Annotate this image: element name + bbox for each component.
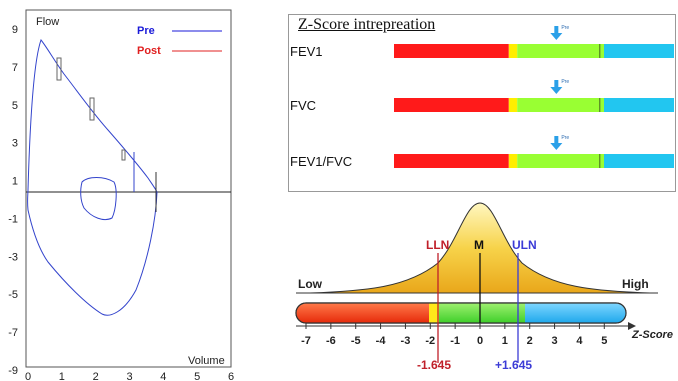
zscore-tick-label: 0 bbox=[477, 335, 483, 347]
zscore-marker-arrow: Pre bbox=[550, 25, 569, 40]
zscore-band-red bbox=[394, 98, 509, 112]
y-tick-label: 1 bbox=[12, 176, 18, 188]
flow-volume-frame bbox=[25, 9, 232, 368]
zscore-bars: FEV1 Pre FVC Pre FEV1/FVC Pre bbox=[290, 25, 674, 169]
x-tick-label: 5 bbox=[194, 371, 200, 381]
zscore-marker-arrow: Pre bbox=[550, 79, 569, 94]
zscore-range-blue bbox=[525, 303, 626, 323]
zscore-row: FEV1/FVC Pre bbox=[290, 135, 674, 169]
y-tick-label: 7 bbox=[12, 62, 18, 74]
bell-curve bbox=[309, 202, 651, 294]
zscore-tick-label: 5 bbox=[601, 335, 607, 347]
zscore-row-label: FVC bbox=[290, 98, 316, 113]
zscore-tick-label: -7 bbox=[301, 335, 311, 347]
y-tick-label: -7 bbox=[8, 327, 18, 339]
zscore-band-red bbox=[394, 154, 509, 168]
zscore-axis-arrow bbox=[628, 322, 636, 330]
lln-value: -1.645 bbox=[417, 358, 451, 372]
reference-box-2 bbox=[89, 97, 95, 121]
mean-label: M bbox=[474, 238, 484, 252]
low-label: Low bbox=[298, 277, 323, 291]
legend-pre-label: Pre bbox=[137, 25, 155, 37]
y-tick-label: 9 bbox=[12, 24, 18, 36]
zscore-marker-arrow: Pre bbox=[550, 135, 569, 150]
zscore-title: Z-Score intrepreation bbox=[298, 16, 436, 33]
zscore-range-bar-border bbox=[295, 302, 627, 324]
y-tick-label: 5 bbox=[12, 100, 18, 112]
zscore-band-green bbox=[517, 98, 604, 112]
tidal-loop bbox=[80, 177, 117, 221]
zscore-row: FEV1 Pre bbox=[290, 25, 674, 59]
bell-curve-diagram: Low High Z-Score -7 -6 -5 -4 -3 -2 -1 0 1 2 3 4 5 LL… bbox=[295, 202, 673, 372]
y-axis-label: Flow bbox=[36, 16, 59, 28]
zscore-band-green bbox=[517, 44, 604, 58]
y-tick-label: 3 bbox=[12, 138, 18, 150]
zscore-tick-label: 1 bbox=[502, 335, 508, 347]
reference-box-1 bbox=[56, 57, 62, 81]
y-tick-label: -1 bbox=[8, 213, 18, 225]
zscore-band-blue bbox=[604, 44, 674, 58]
x-tick-label: 4 bbox=[160, 371, 166, 381]
zscore-row-label: FEV1 bbox=[290, 44, 323, 59]
zscore-band-green bbox=[517, 154, 604, 168]
x-tick-label: 3 bbox=[126, 371, 132, 381]
x-tick-label: 2 bbox=[93, 371, 99, 381]
uln-label: ULN bbox=[512, 238, 537, 252]
zscore-tick-label: -6 bbox=[326, 335, 336, 347]
zscore-range-red bbox=[296, 303, 429, 323]
x-tick-label: 6 bbox=[228, 371, 234, 381]
zscore-marker-label: Pre bbox=[561, 25, 569, 31]
zscore-marker-label: Pre bbox=[561, 79, 569, 85]
y-tick-label: -9 bbox=[8, 365, 18, 377]
x-tick-label: 1 bbox=[59, 371, 65, 381]
zscore-range-green bbox=[439, 303, 525, 323]
uln-value: +1.645 bbox=[495, 358, 532, 372]
zscore-row-label: FEV1/FVC bbox=[290, 154, 352, 169]
zscore-band-blue bbox=[604, 154, 674, 168]
zscore-tick-label: -1 bbox=[450, 335, 460, 347]
zscore-tick-label: -5 bbox=[351, 335, 361, 347]
zscore-tick-label: -4 bbox=[376, 335, 387, 347]
high-label: High bbox=[622, 277, 649, 291]
zscore-tick-label: -3 bbox=[401, 335, 411, 347]
y-tick-label: -3 bbox=[8, 251, 18, 263]
zscore-band-red bbox=[394, 44, 509, 58]
zscore-band-blue bbox=[604, 98, 674, 112]
zscore-tick-label: 2 bbox=[527, 335, 533, 347]
zscore-tick-labels: -7 -6 -5 -4 -3 -2 -1 0 1 2 3 4 5 bbox=[301, 323, 607, 347]
zscore-tick-label: 3 bbox=[552, 335, 558, 347]
x-tick-labels: 0 1 2 3 4 5 6 bbox=[25, 371, 234, 381]
zscore-range-yellow bbox=[429, 303, 439, 323]
x-tick-label: 0 bbox=[25, 371, 31, 381]
zscore-band-yellow bbox=[508, 98, 518, 112]
zscore-band-yellow bbox=[508, 154, 518, 168]
pre-curve-expiratory bbox=[27, 39, 158, 193]
zscore-row: FVC Pre bbox=[290, 79, 674, 113]
x-axis-label: Volume bbox=[188, 355, 225, 367]
legend-post-label: Post bbox=[137, 45, 161, 57]
zscore-band-yellow bbox=[508, 44, 518, 58]
y-tick-labels: 9 7 5 3 1 -1 -3 -5 -7 -9 bbox=[8, 24, 18, 377]
lln-label: LLN bbox=[426, 238, 449, 252]
pre-curve-inspiratory bbox=[27, 189, 158, 316]
zscore-tick-label: -2 bbox=[425, 335, 435, 347]
zscore-marker-label: Pre bbox=[561, 135, 569, 141]
y-tick-label: -5 bbox=[8, 289, 18, 301]
zscore-tick-label: 4 bbox=[576, 335, 583, 347]
zscore-axis-label: Z-Score bbox=[631, 329, 673, 341]
reference-box-3 bbox=[121, 149, 126, 161]
